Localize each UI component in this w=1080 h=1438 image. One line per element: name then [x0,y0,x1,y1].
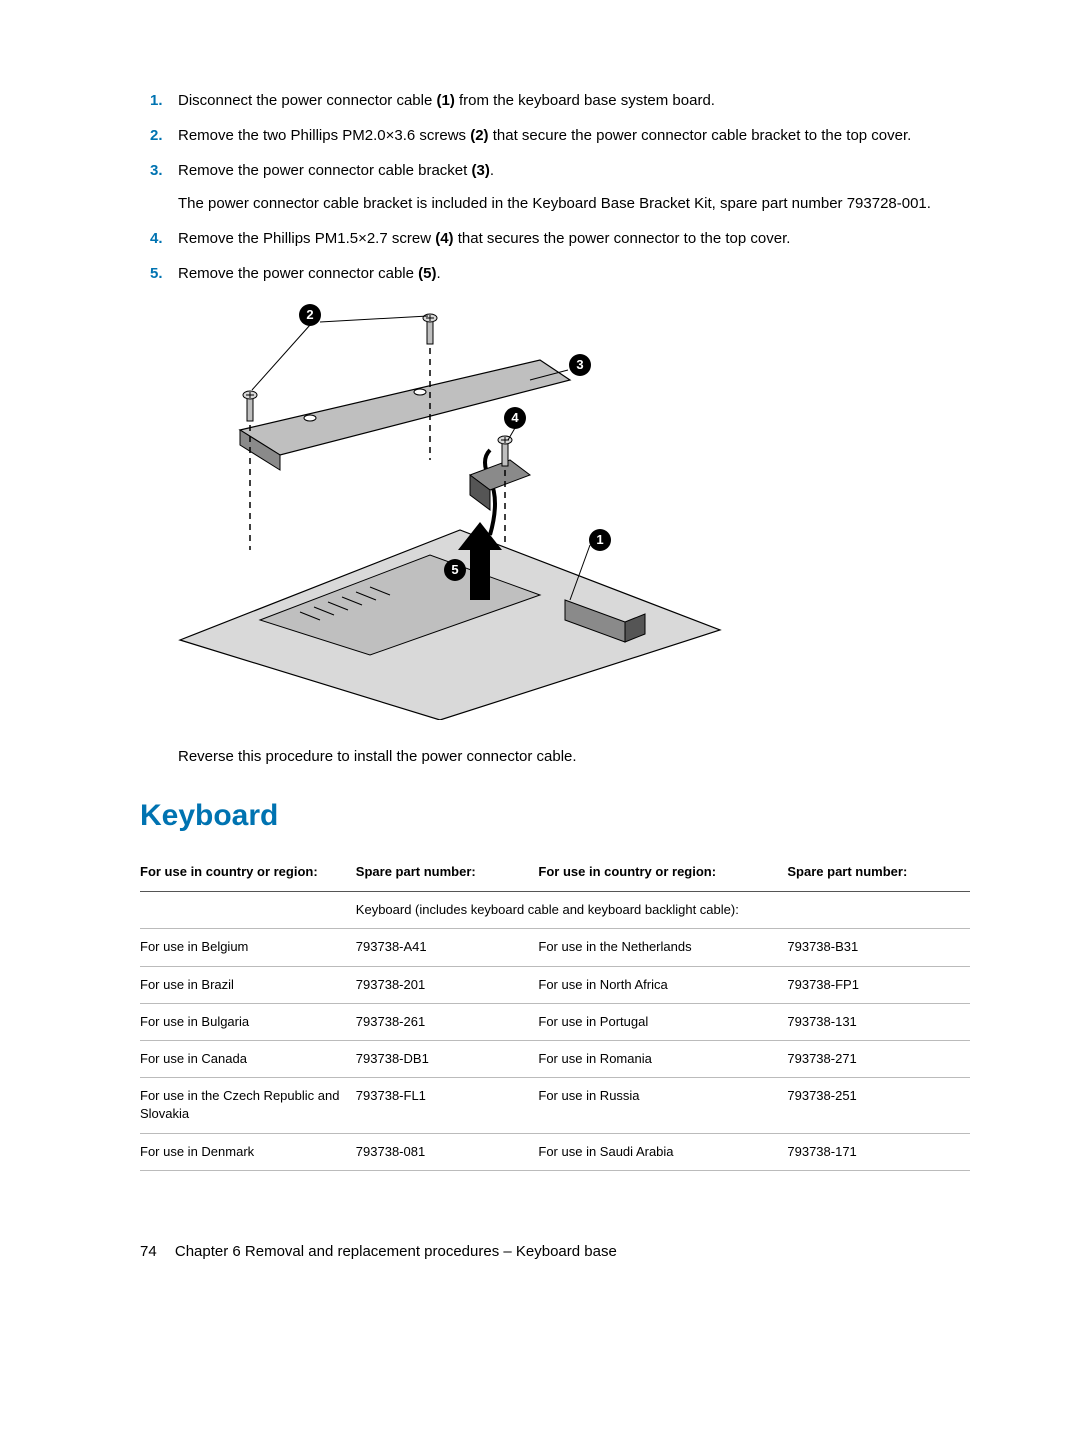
table-row: For use in Brazil793738-201For use in No… [140,966,970,1003]
table-cell: 793738-201 [356,966,539,1003]
table-cell: For use in Canada [140,1040,356,1077]
keyboard-parts-table: For use in country or region:Spare part … [140,855,970,1171]
table-cell: 793738-261 [356,1003,539,1040]
table-cell: For use in Russia [538,1078,787,1133]
table-cell: For use in North Africa [538,966,787,1003]
table-subheader-cell: Keyboard (includes keyboard cable and ke… [356,892,970,929]
power-connector-diagram: 1 2 3 4 5 [170,300,730,720]
svg-text:4: 4 [511,410,519,425]
table-cell: For use in Romania [538,1040,787,1077]
step-number: 2. [150,125,178,146]
table-row: For use in Belgium793738-A41For use in t… [140,929,970,966]
table-cell: 793738-B31 [787,929,970,966]
step-number: 4. [150,228,178,249]
table-cell: 793738-FL1 [356,1078,539,1133]
procedure-step: 2.Remove the two Phillips PM2.0×3.6 scre… [150,125,970,146]
step-number: 1. [150,90,178,111]
table-header-cell: Spare part number: [787,855,970,892]
diagram-container: 1 2 3 4 5 [170,300,970,726]
procedure-step: 5.Remove the power connector cable (5). [150,263,970,284]
table-cell: For use in Brazil [140,966,356,1003]
procedure-steps: 1.Disconnect the power connector cable (… [150,90,970,284]
section-heading-keyboard: Keyboard [140,795,970,837]
step-body: Remove the power connector cable bracket… [178,160,970,214]
table-subheader-row: Keyboard (includes keyboard cable and ke… [140,892,970,929]
table-row: For use in Canada793738-DB1For use in Ro… [140,1040,970,1077]
step-body: Disconnect the power connector cable (1)… [178,90,970,111]
step-paragraph: The power connector cable bracket is inc… [178,193,970,214]
table-cell: For use in Bulgaria [140,1003,356,1040]
table-row: For use in the Czech Republic and Slovak… [140,1078,970,1133]
step-paragraph: Remove the two Phillips PM2.0×3.6 screws… [178,125,970,146]
step-number: 5. [150,263,178,284]
svg-text:3: 3 [576,357,583,372]
table-cell: 793738-DB1 [356,1040,539,1077]
table-cell: For use in the Netherlands [538,929,787,966]
table-cell: 793738-081 [356,1133,539,1170]
table-cell: For use in Belgium [140,929,356,966]
table-cell: For use in Portugal [538,1003,787,1040]
table-header-cell: Spare part number: [356,855,539,892]
step-paragraph: Remove the power connector cable bracket… [178,160,970,181]
svg-text:1: 1 [596,532,603,547]
step-paragraph: Remove the power connector cable (5). [178,263,970,284]
table-cell: For use in Saudi Arabia [538,1133,787,1170]
reverse-procedure-note: Reverse this procedure to install the po… [178,746,970,767]
step-paragraph: Disconnect the power connector cable (1)… [178,90,970,111]
table-cell: For use in the Czech Republic and Slovak… [140,1078,356,1133]
table-cell: 793738-251 [787,1078,970,1133]
procedure-step: 3.Remove the power connector cable brack… [150,160,970,214]
table-cell: 793738-A41 [356,929,539,966]
svg-text:2: 2 [306,307,313,322]
page-footer: 74 Chapter 6 Removal and replacement pro… [140,1241,970,1262]
table-cell: 793738-271 [787,1040,970,1077]
table-cell: For use in Denmark [140,1133,356,1170]
table-row: For use in Bulgaria793738-261For use in … [140,1003,970,1040]
table-header-row: For use in country or region:Spare part … [140,855,970,892]
table-cell: 793738-FP1 [787,966,970,1003]
chapter-label: Chapter 6 Removal and replacement proced… [175,1243,617,1260]
step-body: Remove the power connector cable (5). [178,263,970,284]
procedure-step: 1.Disconnect the power connector cable (… [150,90,970,111]
step-body: Remove the Phillips PM1.5×2.7 screw (4) … [178,228,970,249]
step-paragraph: Remove the Phillips PM1.5×2.7 screw (4) … [178,228,970,249]
table-row: For use in Denmark793738-081For use in S… [140,1133,970,1170]
table-header-cell: For use in country or region: [140,855,356,892]
table-cell: 793738-171 [787,1133,970,1170]
page-number: 74 [140,1241,157,1262]
procedure-step: 4.Remove the Phillips PM1.5×2.7 screw (4… [150,228,970,249]
table-cell: 793738-131 [787,1003,970,1040]
step-body: Remove the two Phillips PM2.0×3.6 screws… [178,125,970,146]
svg-text:5: 5 [451,562,458,577]
step-number: 3. [150,160,178,214]
table-header-cell: For use in country or region: [538,855,787,892]
